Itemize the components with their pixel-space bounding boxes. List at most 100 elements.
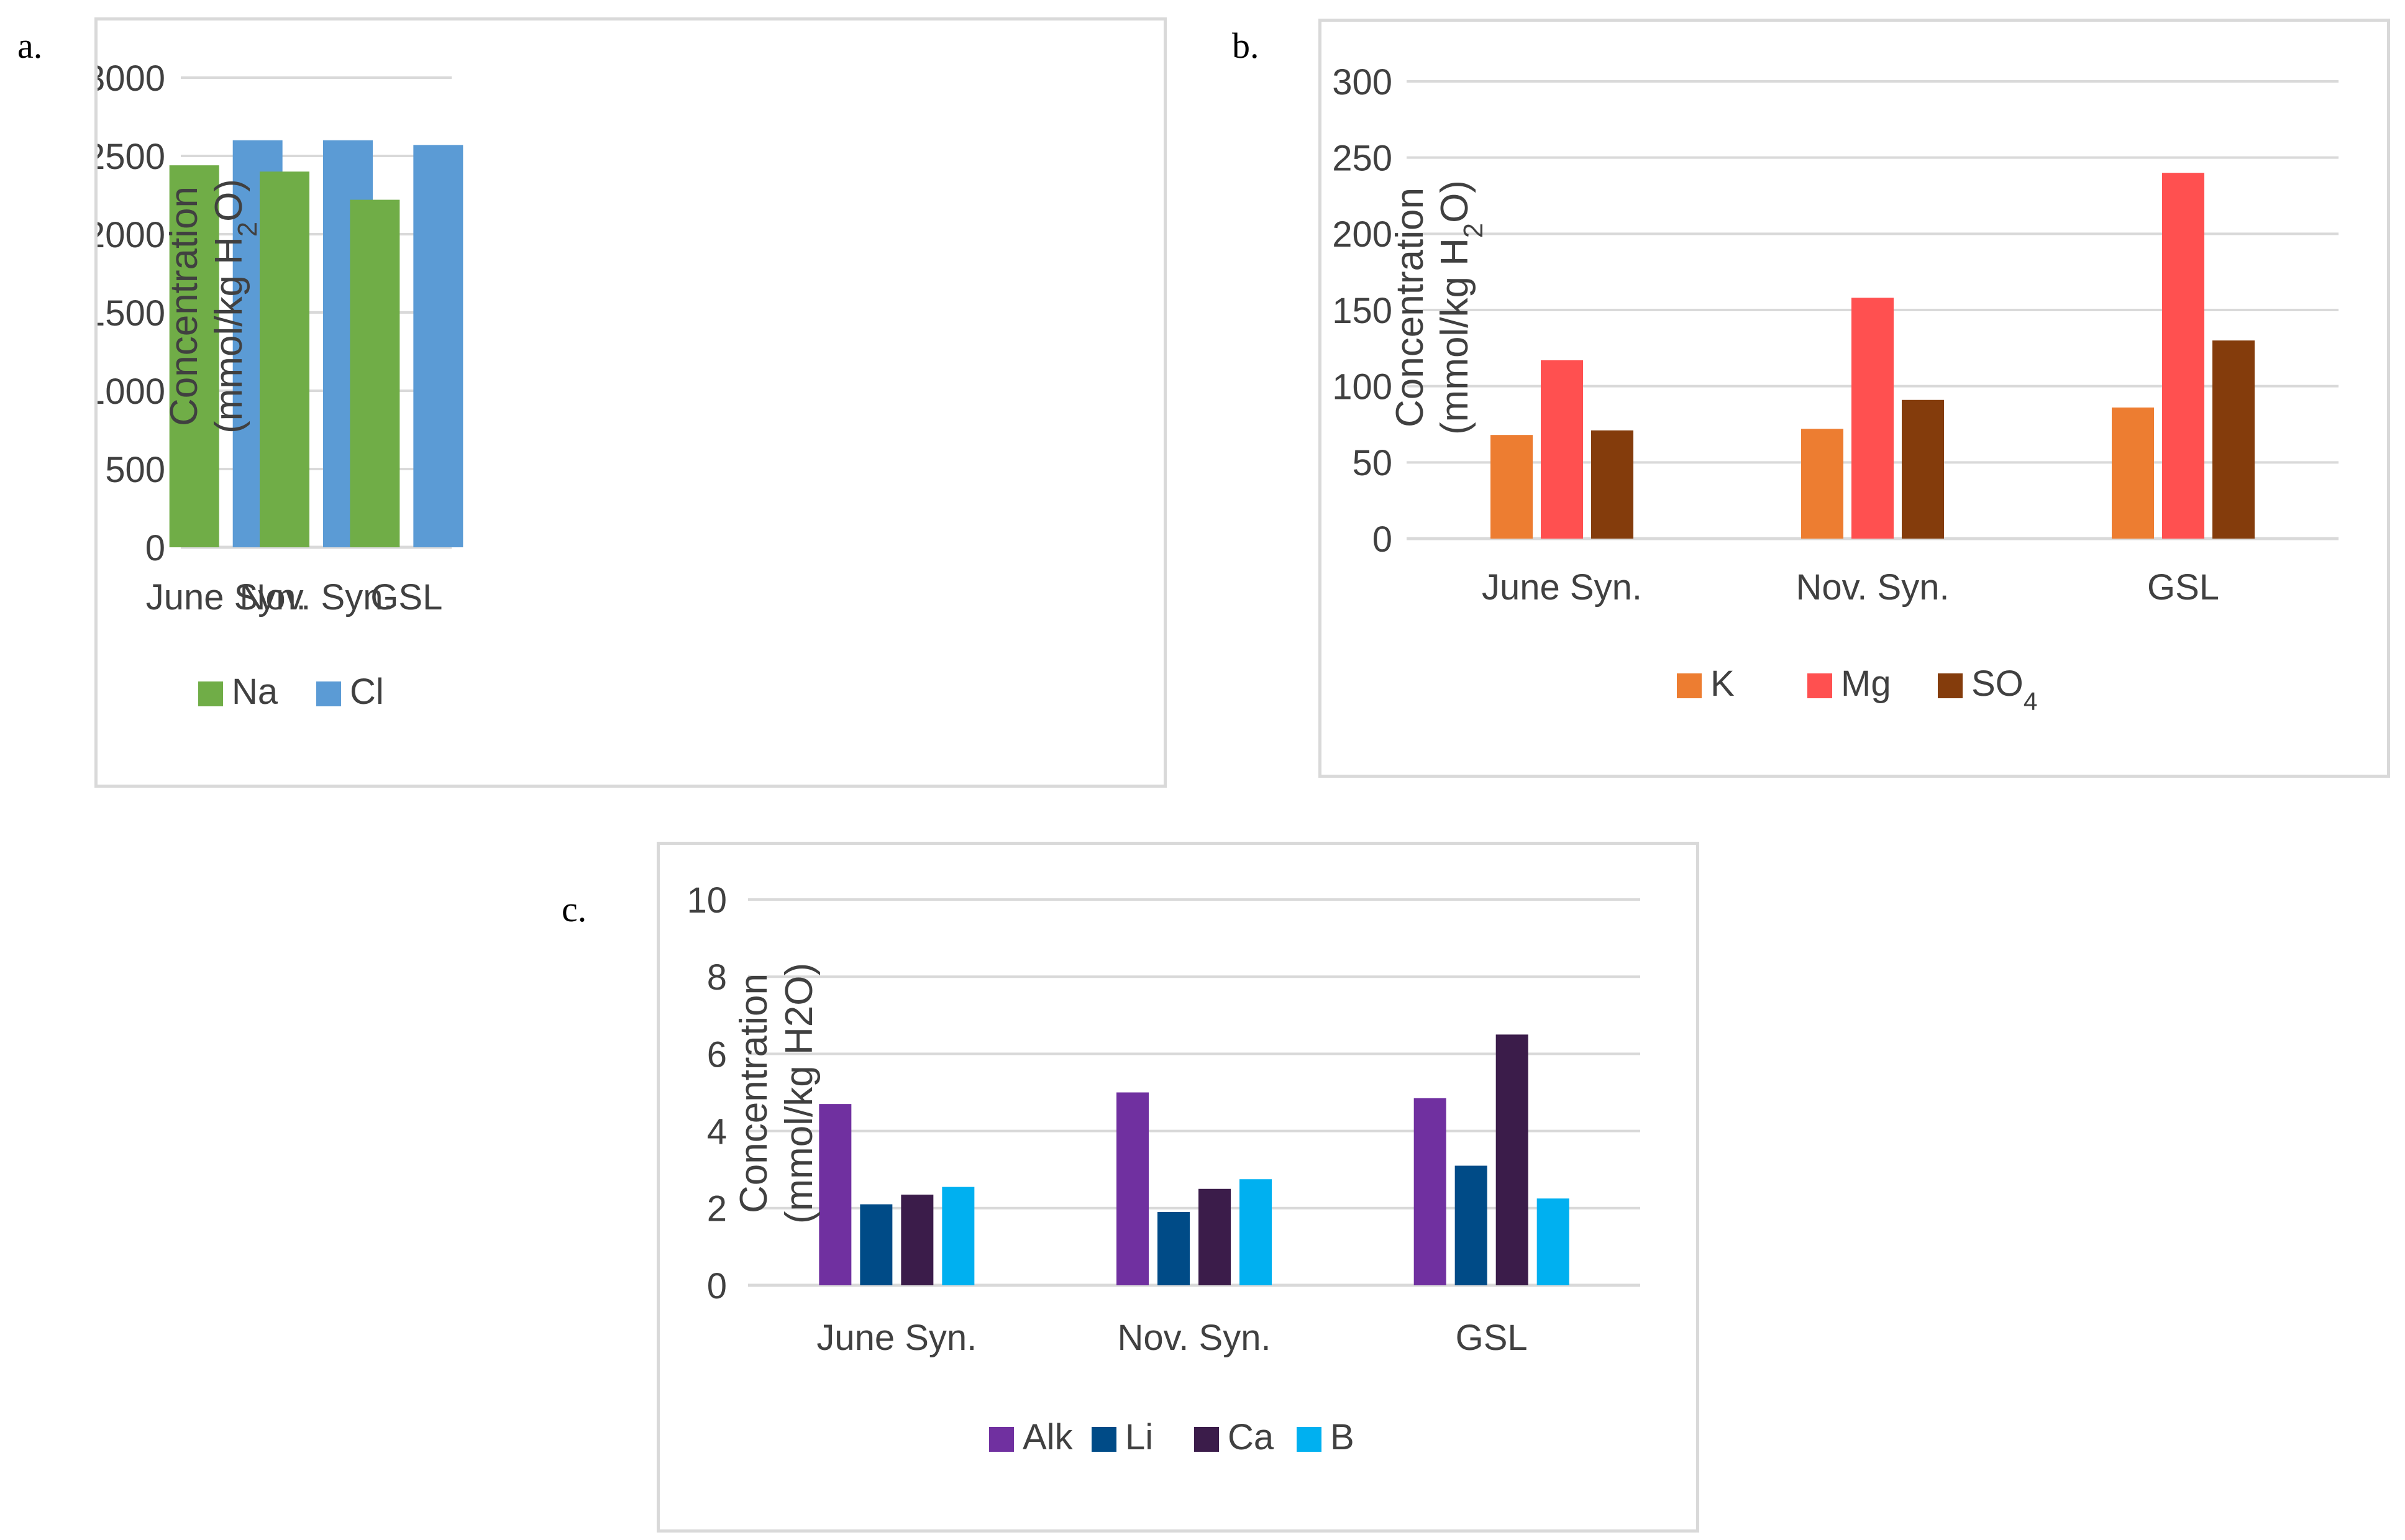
legend-label-na: Na xyxy=(232,672,278,712)
y-tick-label: 50 xyxy=(1352,443,1392,483)
y-tick-label: 1000 xyxy=(98,371,165,412)
legend-label-subscript: 4 xyxy=(2024,687,2038,716)
y-axis-title-line2: (mmol/kg H2O) xyxy=(778,963,821,1224)
legend-swatch-cl xyxy=(316,681,341,706)
y-tick-label: 6 xyxy=(707,1034,727,1075)
y-tick-label: 0 xyxy=(707,1266,727,1306)
legend-label-li: Li xyxy=(1125,1417,1153,1457)
y-axis-title-prefix: (mmol/kg H xyxy=(208,237,250,434)
x-category-label: June Syn. xyxy=(1482,567,1642,608)
legend-label-text: SO xyxy=(1971,663,2024,704)
bar-k-0 xyxy=(1490,435,1533,539)
bar-na-2 xyxy=(350,199,400,547)
y-tick-label: 150 xyxy=(1332,291,1392,331)
legend-label-cl: Cl xyxy=(350,672,384,712)
y-axis-title-line1: Concentration xyxy=(1389,188,1431,427)
legend-label-text: B xyxy=(1330,1417,1354,1457)
y-tick-label: 2000 xyxy=(98,215,165,255)
x-category-label: GSL xyxy=(370,577,442,617)
bar-li-0 xyxy=(860,1204,893,1285)
legend-label-text: Mg xyxy=(1841,663,1891,704)
chart-a-frame: 0 500 1000 1500 2000 2500 3000 June Syn.Nov. Sy… xyxy=(85,17,1167,788)
y-tick-label: 8 xyxy=(707,957,727,998)
y-tick-label: 250 xyxy=(1332,139,1392,179)
legend-label-text: Na xyxy=(232,672,278,712)
y-tick-label: 0 xyxy=(145,528,165,568)
bar-li-1 xyxy=(1157,1212,1190,1285)
legend-swatch-na xyxy=(198,681,223,706)
bar-mg-2 xyxy=(2162,173,2204,539)
bar-na-1 xyxy=(260,171,309,547)
legend-label-ca: Ca xyxy=(1228,1417,1274,1457)
bar-b-2 xyxy=(1536,1198,1569,1285)
legend-label-mg: Mg xyxy=(1841,663,1891,704)
bar-ca-2 xyxy=(1495,1034,1528,1285)
y-tick-label: 300 xyxy=(1332,62,1392,103)
y-tick-label: 200 xyxy=(1332,214,1392,255)
bar-mg-1 xyxy=(1851,298,1894,539)
bar-cl-2 xyxy=(413,145,463,548)
y-tick-label: 2 xyxy=(707,1189,727,1229)
bar-alk-2 xyxy=(1413,1098,1446,1285)
bar-k-2 xyxy=(2112,408,2154,539)
bar-so4-2 xyxy=(2212,340,2255,539)
y-axis-title-line2: (mmol/kg H2O) xyxy=(208,179,263,434)
bar-ca-1 xyxy=(1198,1188,1231,1285)
legend-label-text: Cl xyxy=(350,672,384,712)
y-axis-title-line2: (mmol/kg H2O) xyxy=(1433,180,1489,435)
bar-alk-1 xyxy=(1116,1092,1149,1285)
y-tick-label: 0 xyxy=(1372,519,1392,560)
x-category-label: Nov. Syn. xyxy=(239,577,393,617)
legend-label-alk: Alk xyxy=(1023,1417,1074,1457)
legend-label-text: Ca xyxy=(1228,1417,1274,1457)
legend-label-so4: SO4 xyxy=(1971,663,2037,716)
x-category-label: GSL xyxy=(2147,567,2219,608)
y-axis-title-suffix: O) xyxy=(208,179,250,222)
x-category-label: GSL xyxy=(1456,1318,1528,1358)
y-axis-title-prefix: (mmol/kg H2O) xyxy=(778,963,821,1224)
legend-swatch-ca xyxy=(1194,1427,1219,1452)
bar-so4-1 xyxy=(1902,399,1944,539)
panel-label-c: c. xyxy=(562,889,587,929)
bar-so4-0 xyxy=(1591,430,1633,539)
x-category-label: June Syn. xyxy=(146,577,306,617)
x-category-label: Nov. Syn. xyxy=(1796,567,1949,608)
legend-swatch-alk xyxy=(989,1427,1014,1452)
bar-ca-0 xyxy=(901,1195,934,1285)
chart-c-frame: 0 2 4 6 8 10 June Syn. Nov. Syn. GSL Concentratio… xyxy=(657,842,1699,1533)
bar-b-1 xyxy=(1239,1179,1272,1285)
legend-swatch-so4 xyxy=(1938,673,1963,698)
panel-label-a: a. xyxy=(17,25,43,66)
y-axis-title-line1: Concentration xyxy=(163,186,206,426)
y-tick-label: 10 xyxy=(687,880,727,921)
legend-label-b: B xyxy=(1330,1417,1354,1457)
bar-b-0 xyxy=(942,1187,975,1285)
bar-li-2 xyxy=(1454,1165,1487,1285)
y-axis-title-line1: Concentration xyxy=(732,973,775,1213)
legend-label-text: Li xyxy=(1125,1417,1153,1457)
y-axis-title-prefix: (mmol/kg H xyxy=(1433,238,1476,435)
y-axis-title-subscript: 2 xyxy=(233,222,263,237)
x-category-label: Nov. Syn. xyxy=(1117,1318,1271,1358)
legend-label-text: K xyxy=(1710,663,1735,704)
legend-swatch-k xyxy=(1677,673,1702,698)
y-tick-label: 500 xyxy=(105,450,165,490)
chart-c: 0 2 4 6 8 10 June Syn. Nov. Syn. GSL Concentratio… xyxy=(687,880,1640,1457)
y-axis-title-subscript: 2 xyxy=(1459,223,1489,238)
panel-label-b: b. xyxy=(1232,25,1259,66)
y-axis-title-suffix: O) xyxy=(1433,180,1476,223)
legend-swatch-mg xyxy=(1807,673,1832,698)
bar-na-0 xyxy=(169,165,219,547)
chart-b-frame: 0 50 100 150 200 250 300 June Syn. Nov. Syn. GSL C… xyxy=(1318,19,2390,778)
y-tick-label: 100 xyxy=(1332,367,1392,408)
bar-k-1 xyxy=(1801,429,1843,539)
chart-b: 0 50 100 150 200 250 300 June Syn. Nov. Syn. GSL C… xyxy=(1332,62,2339,716)
bar-alk-0 xyxy=(819,1104,852,1285)
legend-label-k: K xyxy=(1710,663,1735,704)
y-tick-label: 4 xyxy=(707,1111,727,1152)
legend-swatch-li xyxy=(1092,1427,1116,1452)
legend-swatch-b xyxy=(1297,1427,1321,1452)
legend-label-text: Alk xyxy=(1023,1417,1074,1457)
y-tick-label: 1500 xyxy=(98,293,165,334)
chart-a: 0 500 1000 1500 2000 2500 3000 June Syn.Nov. Sy… xyxy=(85,58,463,712)
